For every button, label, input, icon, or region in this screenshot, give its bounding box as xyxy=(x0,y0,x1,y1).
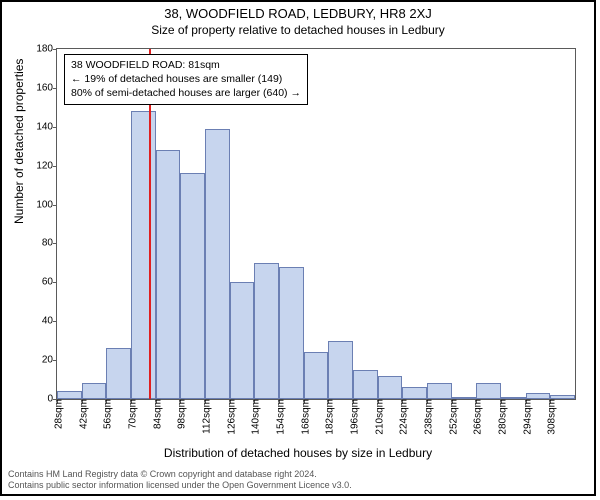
x-tick-label: 294sqm xyxy=(518,399,533,435)
y-tick-label: 120 xyxy=(36,160,57,171)
histogram-bar xyxy=(353,370,378,399)
x-tick-label: 182sqm xyxy=(321,399,336,435)
y-tick-label: 80 xyxy=(42,238,57,249)
footer: Contains HM Land Registry data © Crown c… xyxy=(8,469,352,492)
x-tick-label: 210sqm xyxy=(370,399,385,435)
annotation-line: 38 WOODFIELD ROAD: 81sqm xyxy=(71,58,301,72)
x-tick-label: 56sqm xyxy=(99,399,114,429)
x-tick-label: 112sqm xyxy=(198,399,213,434)
annotation-box: 38 WOODFIELD ROAD: 81sqm ← 19% of detach… xyxy=(64,54,308,105)
x-tick-label: 224sqm xyxy=(395,399,410,435)
histogram-bar xyxy=(279,267,304,399)
histogram-bar xyxy=(254,263,279,399)
chart-container: 38, WOODFIELD ROAD, LEDBURY, HR8 2XJ Siz… xyxy=(0,0,596,496)
y-tick-label: 100 xyxy=(36,199,57,210)
x-tick-label: 126sqm xyxy=(222,399,237,435)
x-tick-label: 42sqm xyxy=(74,399,89,429)
histogram-bar xyxy=(57,391,82,399)
x-tick-label: 196sqm xyxy=(346,399,361,435)
footer-line: Contains HM Land Registry data © Crown c… xyxy=(8,469,352,480)
x-tick-label: 266sqm xyxy=(469,399,484,435)
histogram-bar xyxy=(402,387,427,399)
y-tick-label: 40 xyxy=(42,316,57,327)
x-tick-label: 280sqm xyxy=(494,399,509,435)
y-tick-label: 60 xyxy=(42,277,57,288)
x-tick-label: 308sqm xyxy=(543,399,558,435)
footer-line: Contains public sector information licen… xyxy=(8,480,352,491)
histogram-bar xyxy=(156,150,181,399)
histogram-bar xyxy=(427,383,452,399)
x-tick-label: 28sqm xyxy=(50,399,65,429)
x-tick-label: 252sqm xyxy=(444,399,459,435)
histogram-bar xyxy=(180,173,205,399)
y-axis-label: Number of detached properties xyxy=(12,59,26,224)
histogram-bar xyxy=(131,111,156,399)
y-tick-label: 140 xyxy=(36,121,57,132)
histogram-bar xyxy=(230,282,255,399)
histogram-bar xyxy=(106,348,131,399)
x-tick-label: 98sqm xyxy=(173,399,188,429)
y-tick-label: 180 xyxy=(36,44,57,55)
y-tick-label: 160 xyxy=(36,82,57,93)
chart-title: 38, WOODFIELD ROAD, LEDBURY, HR8 2XJ xyxy=(2,6,594,21)
histogram-bar xyxy=(304,352,329,399)
histogram-bar xyxy=(378,376,403,399)
plot-wrap: 02040608010012014016018028sqm42sqm56sqm7… xyxy=(56,48,576,400)
x-tick-label: 168sqm xyxy=(296,399,311,435)
x-tick-label: 238sqm xyxy=(420,399,435,435)
y-tick-label: 20 xyxy=(42,355,57,366)
x-tick-label: 70sqm xyxy=(124,399,139,429)
histogram-bar xyxy=(328,341,353,399)
histogram-bar xyxy=(82,383,107,399)
x-tick-label: 154sqm xyxy=(272,399,287,435)
histogram-bar xyxy=(205,129,230,399)
x-tick-label: 84sqm xyxy=(148,399,163,429)
x-axis-label: Distribution of detached houses by size … xyxy=(2,446,594,460)
annotation-line: ← 19% of detached houses are smaller (14… xyxy=(71,72,301,86)
chart-subtitle: Size of property relative to detached ho… xyxy=(2,23,594,37)
x-tick-label: 140sqm xyxy=(247,399,262,435)
annotation-line: 80% of semi-detached houses are larger (… xyxy=(71,86,301,100)
histogram-bar xyxy=(476,383,501,399)
